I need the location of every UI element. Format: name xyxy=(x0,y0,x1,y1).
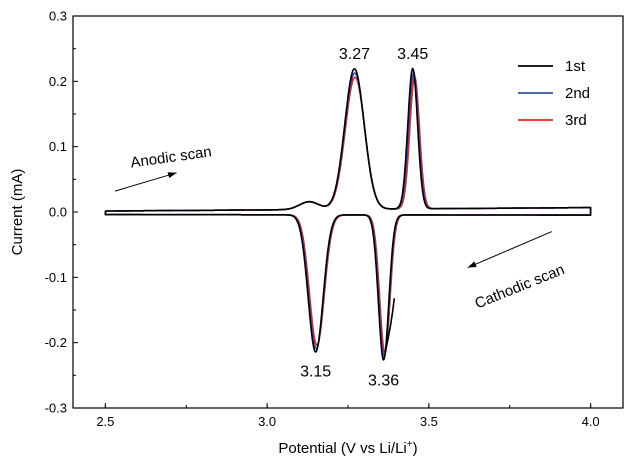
curves-layer xyxy=(104,67,592,361)
legend: 1st 2nd 3rd xyxy=(518,58,590,129)
scan-arrow-head xyxy=(167,172,177,179)
peak-label: 3.36 xyxy=(368,373,399,390)
y-tick-label: -0.1 xyxy=(45,270,67,285)
x-tick-label: 4.0 xyxy=(582,414,600,429)
series-line-1st xyxy=(104,67,592,361)
scan-arrow-line xyxy=(114,172,177,192)
y-tick-label: 0.2 xyxy=(49,74,67,89)
legend-label-1st: 1st xyxy=(565,58,586,75)
legend-label-3rd: 3rd xyxy=(565,112,587,129)
peak-label: 3.27 xyxy=(339,46,370,63)
y-tick-label: 0.3 xyxy=(49,9,67,24)
x-axis-title-main: Potential (V vs Li/Li xyxy=(278,440,406,457)
x-tick-label: 3.0 xyxy=(258,414,276,429)
peak-label: 3.15 xyxy=(300,363,331,380)
x-tick-label: 2.5 xyxy=(96,414,114,429)
series-line-1st-tail xyxy=(384,298,396,353)
scan-arrow-line xyxy=(467,231,553,268)
x-tick-label: 3.5 xyxy=(420,414,438,429)
y-axis-title: Current (mA) xyxy=(9,169,26,256)
labels-layer: 3.27 3.45 3.15 3.36 xyxy=(300,46,428,390)
legend-label-2nd: 2nd xyxy=(565,85,590,102)
x-axis-title-sup: + xyxy=(407,439,413,450)
y-tick-label: -0.3 xyxy=(45,401,67,416)
y-tick-label: 0.1 xyxy=(49,139,67,154)
arrows-layer xyxy=(114,172,553,268)
x-axis-title-end: ) xyxy=(413,440,418,457)
scan-arrow-head xyxy=(467,261,477,268)
peak-label: 3.45 xyxy=(397,46,428,63)
y-tick-label: -0.2 xyxy=(45,335,67,350)
y-tick-label: 0.0 xyxy=(49,205,67,220)
plot-frame xyxy=(72,15,624,409)
ticks-layer: 2.5 3.0 3.5 4.0 -0.3 -0.2 -0.1 0.0 0.1 0.2 0.3 xyxy=(45,9,600,430)
x-axis-title: Potential (V vs Li/Li+) xyxy=(278,439,417,457)
